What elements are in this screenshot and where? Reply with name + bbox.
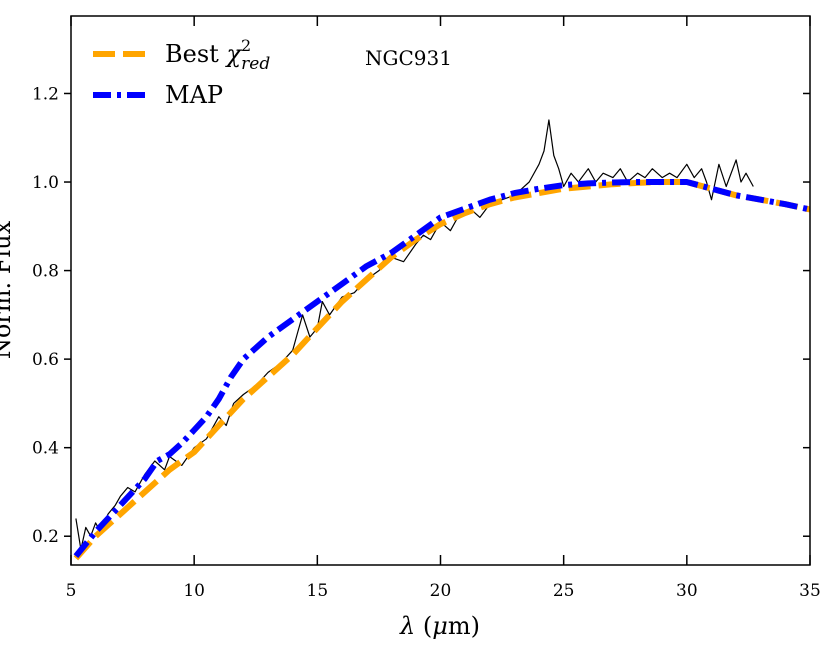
y-tick-label: 1.0: [32, 173, 59, 193]
legend: Best χ2 red MAP: [93, 36, 270, 109]
x-axis-unit: m): [448, 612, 480, 640]
y-tick-label: 1.2: [32, 84, 59, 104]
x-tick-label: 15: [307, 581, 329, 601]
legend-label-best-chi2: Best χ2 red: [165, 36, 270, 74]
x-tick-label: 20: [430, 581, 452, 601]
y-tick-label: 0.2: [32, 527, 59, 547]
y-tick-label: 0.4: [32, 439, 59, 459]
x-axis-title: λ (μm): [399, 612, 480, 640]
x-tick-label: 10: [183, 581, 205, 601]
y-tick-label: 0.8: [32, 262, 59, 282]
legend-sup: 2: [241, 36, 251, 55]
x-tick-label: 35: [799, 581, 821, 601]
x-tick-label: 25: [553, 581, 575, 601]
legend-chi-symbol: χ: [224, 40, 242, 68]
y-tick-label: 0.6: [32, 350, 59, 370]
x-tick-label: 5: [66, 581, 77, 601]
y-axis-title: Norm. Flux: [0, 220, 16, 359]
axis-ticks: 5 10 15 20 25 30 35 0.2 0.4 0.6 0.8 1.0 1.2: [32, 16, 821, 601]
legend-label-map: MAP: [165, 81, 223, 109]
annotation-ngc931: NGC931: [365, 46, 452, 70]
x-tick-label: 30: [676, 581, 698, 601]
legend-best-text: Best: [165, 40, 226, 68]
data-curves: [73, 119, 810, 561]
series-line-best-red: [73, 179, 810, 561]
x-axis-lambda: λ: [399, 612, 415, 640]
legend-sub: red: [241, 54, 270, 74]
series-line-map: [73, 179, 810, 558]
x-axis-open: (: [415, 612, 432, 640]
x-axis-mu: μ: [432, 612, 448, 640]
